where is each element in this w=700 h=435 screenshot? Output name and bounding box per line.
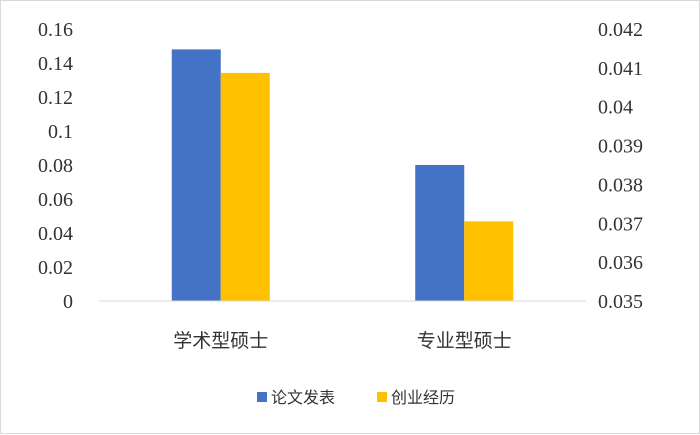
right-tick-label: 0.041 <box>598 58 643 80</box>
bar-startup-1 <box>464 221 514 301</box>
right-tick-label: 0.042 <box>598 19 643 41</box>
legend-swatch <box>257 392 267 402</box>
left-tick-label: 0.02 <box>38 257 73 279</box>
bars <box>171 49 514 302</box>
legend-label: 创业经历 <box>391 388 455 407</box>
right-tick-label: 0.04 <box>598 97 633 119</box>
right-tick-label: 0.035 <box>598 291 643 313</box>
right-tick-label: 0.039 <box>598 136 643 158</box>
category-label: 专业型硕士 <box>417 330 512 352</box>
category-labels: 学术型硕士 专业型硕士 <box>173 330 512 352</box>
left-tick-label: 0.14 <box>38 53 73 75</box>
legend: 论文发表 创业经历 <box>257 388 455 407</box>
left-axis: 0 0.02 0.04 0.06 0.08 0.1 0.12 0.14 0.16 <box>38 19 73 313</box>
category-label: 学术型硕士 <box>173 330 268 352</box>
bar-papers-1 <box>415 165 465 301</box>
left-tick-label: 0 <box>63 291 73 313</box>
right-axis: 0.035 0.036 0.037 0.038 0.039 0.04 0.041 0.042 <box>598 19 643 313</box>
legend-swatch <box>377 392 387 402</box>
left-tick-label: 0.16 <box>38 19 73 41</box>
left-tick-label: 0.1 <box>48 121 73 143</box>
left-tick-label: 0.08 <box>38 155 73 177</box>
bar-startup-0 <box>220 72 270 301</box>
right-tick-label: 0.038 <box>598 174 643 196</box>
left-tick-label: 0.06 <box>38 189 73 211</box>
right-tick-label: 0.037 <box>598 213 643 235</box>
right-tick-label: 0.036 <box>598 252 643 274</box>
bar-papers-0 <box>171 49 221 302</box>
left-tick-label: 0.12 <box>38 87 73 109</box>
left-tick-label: 0.04 <box>38 223 73 245</box>
legend-label: 论文发表 <box>271 388 335 407</box>
